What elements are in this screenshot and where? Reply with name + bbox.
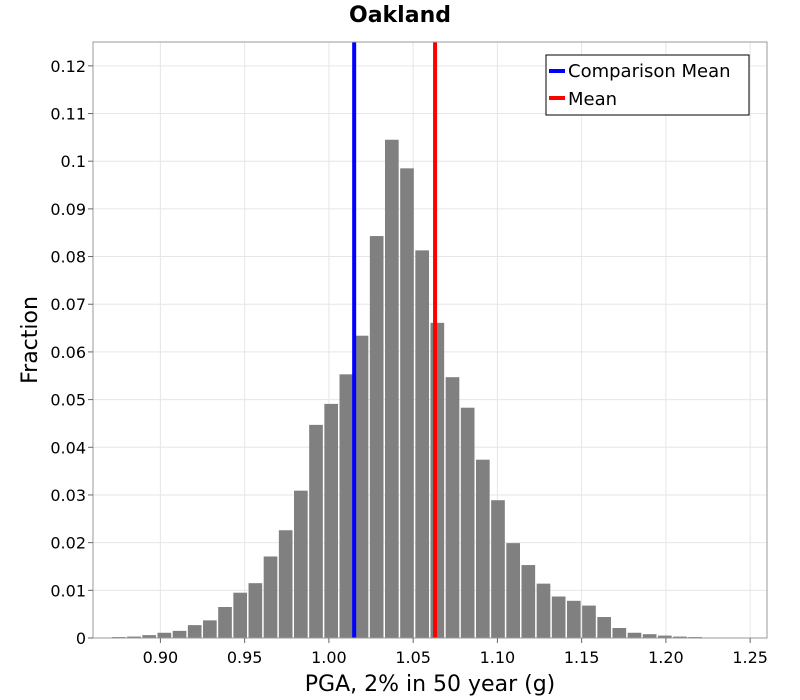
histogram-bar — [612, 627, 627, 638]
histogram-bar — [187, 625, 202, 638]
chart-title: Oakland — [349, 3, 451, 28]
histogram-bar — [324, 403, 339, 638]
histogram-bar — [521, 565, 536, 638]
y-tick-label: 0.11 — [50, 105, 86, 124]
histogram-bar — [278, 530, 293, 638]
y-tick-label: 0.04 — [50, 438, 86, 457]
x-tick-label: 1.20 — [648, 648, 684, 667]
x-axis-label: PGA, 2% in 50 year (g) — [305, 672, 556, 697]
histogram-bar — [142, 635, 157, 638]
y-tick-label: 0.03 — [50, 486, 86, 505]
legend: Comparison Mean Mean — [545, 54, 750, 116]
histogram-bar — [354, 335, 369, 638]
histogram-bar — [400, 168, 414, 639]
y-tick-label: 0 — [76, 629, 86, 648]
y-tick-label: 0.12 — [50, 57, 86, 76]
histogram-bar — [157, 632, 172, 638]
y-tick-label: 0.01 — [50, 581, 86, 600]
histogram-bar — [566, 600, 581, 638]
legend-label-comparison-mean: Comparison Mean — [568, 61, 731, 82]
histogram-bar — [339, 374, 354, 638]
legend-label-mean: Mean — [568, 89, 617, 110]
histogram-bar — [309, 424, 323, 638]
x-tick-label: 1.25 — [732, 648, 768, 667]
mean-lines — [352, 42, 438, 638]
y-axis-ticks: 0 0.01 0.02 0.03 0.04 0.05 0.06 0.07 0.08 0.09 0.1… — [50, 57, 93, 648]
histogram-bar — [491, 500, 505, 638]
plot-area — [93, 42, 767, 638]
histogram-bar — [127, 636, 141, 638]
legend-box — [545, 54, 750, 116]
y-tick-label: 0.06 — [50, 343, 86, 362]
x-tick-label: 1.05 — [395, 648, 431, 667]
y-tick-label: 0.05 — [50, 391, 86, 410]
histogram-bar — [627, 632, 642, 638]
y-axis-label: Fraction — [18, 296, 43, 384]
histogram-bar — [445, 377, 460, 638]
histogram-bar — [506, 543, 520, 638]
x-tick-label: 0.90 — [143, 648, 179, 667]
y-tick-label: 0.02 — [50, 534, 86, 553]
x-axis-ticks: 0.90 0.95 1.00 1.05 1.10 1.15 1.20 1.25 — [143, 638, 768, 667]
histogram-bar — [415, 250, 429, 638]
histogram-bar — [460, 407, 475, 638]
histogram-bar — [203, 620, 217, 638]
histogram-bar — [673, 636, 687, 638]
histogram-bar — [385, 139, 399, 638]
histogram-bar — [369, 236, 384, 638]
x-tick-label: 1.00 — [311, 648, 347, 667]
histogram-bar — [218, 607, 232, 638]
x-tick-label: 0.95 — [227, 648, 263, 667]
histogram-bar — [597, 617, 611, 638]
x-tick-label: 1.15 — [564, 648, 600, 667]
histogram-bar — [551, 596, 566, 638]
y-tick-label: 0.09 — [50, 200, 86, 219]
histogram-bar — [475, 459, 490, 638]
histogram-bar — [536, 583, 551, 638]
y-tick-label: 0.1 — [61, 152, 86, 171]
y-tick-label: 0.08 — [50, 248, 86, 267]
histogram-bar — [294, 490, 308, 638]
histogram-bar — [233, 592, 248, 638]
y-tick-label: 0.07 — [50, 295, 86, 314]
histogram-bar — [657, 635, 672, 638]
plot-frame — [92, 41, 768, 639]
histogram-bar — [172, 630, 187, 638]
bars — [112, 139, 748, 639]
histogram-bar — [248, 583, 263, 638]
x-tick-label: 1.10 — [480, 648, 516, 667]
histogram-bar — [430, 322, 445, 638]
histogram-bar — [263, 556, 278, 638]
histogram-bar — [582, 605, 596, 638]
histogram-bar — [642, 634, 657, 638]
